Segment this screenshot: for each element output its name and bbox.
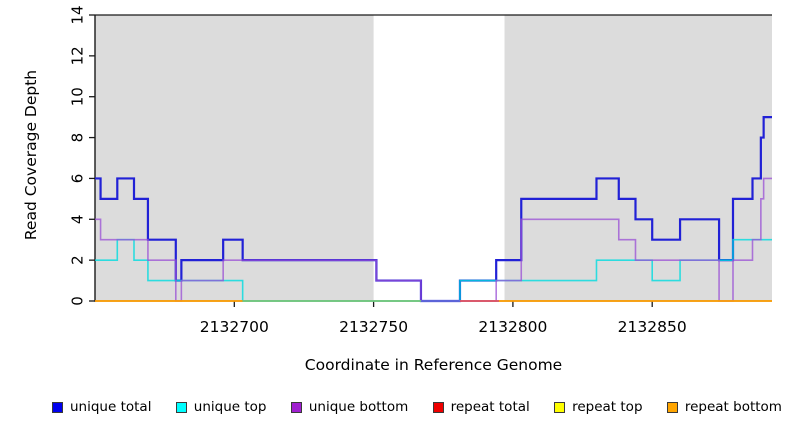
chart-legend: unique total unique top unique bottom repea… xyxy=(52,399,782,415)
coverage-chart-canvas: 0 2 4 6 8 10 12 14 2132700 2132750 2132800 2132850 xyxy=(69,5,772,336)
series-line-unique-top xyxy=(95,238,772,302)
y-tick-label: 4 xyxy=(69,215,87,225)
legend-swatch-icon xyxy=(554,401,566,413)
legend-item-unique-total: unique total xyxy=(52,399,151,415)
y-tick-label: 2 xyxy=(69,255,87,265)
legend-item-repeat-top: repeat top xyxy=(554,399,643,415)
x-tick-label: 2132800 xyxy=(478,318,547,336)
y-tick-label: 8 xyxy=(69,133,87,143)
legend-label: repeat total xyxy=(450,399,530,415)
legend-item-repeat-bottom: repeat bottom xyxy=(666,399,782,415)
x-tick-label: 2132700 xyxy=(200,318,269,336)
legend-swatch-icon xyxy=(432,401,444,413)
y-axis-label: Read Coverage Depth xyxy=(22,69,40,241)
x-axis-label: Coordinate in Reference Genome xyxy=(304,356,563,374)
legend-label: unique bottom xyxy=(308,399,409,415)
y-tick-label: 0 xyxy=(69,296,87,306)
x-tick-label: 2132850 xyxy=(618,318,687,336)
y-tick-label: 12 xyxy=(69,46,87,65)
legend-swatch-icon xyxy=(52,401,63,413)
legend-label: unique top xyxy=(193,399,267,415)
legend-item-repeat-total: repeat total xyxy=(432,399,530,415)
legend-label: repeat top xyxy=(572,399,643,415)
shaded-region xyxy=(95,15,374,301)
y-tick-label: 6 xyxy=(69,174,87,184)
legend-item-unique-bottom: unique bottom xyxy=(290,399,409,415)
shaded-region xyxy=(504,15,772,301)
y-tick-label: 10 xyxy=(69,87,87,106)
legend-item-unique-top: unique top xyxy=(175,399,267,415)
y-tick-label: 14 xyxy=(69,5,87,24)
legend-swatch-icon xyxy=(666,401,678,413)
legend-label: repeat bottom xyxy=(684,399,782,415)
series-line-unique-bottom xyxy=(95,177,772,302)
legend-swatch-icon xyxy=(290,401,302,413)
legend-swatch-icon xyxy=(175,401,187,413)
x-tick-label: 2132750 xyxy=(339,318,408,336)
legend-label: unique total xyxy=(70,399,152,415)
